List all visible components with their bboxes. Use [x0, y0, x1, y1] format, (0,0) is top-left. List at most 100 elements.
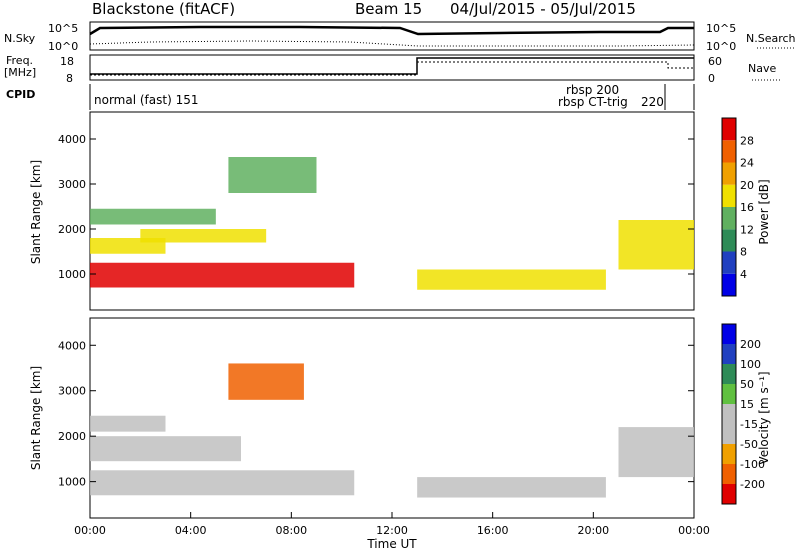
nsearch-tick-high: 10^5 — [706, 22, 736, 35]
freq-label-line1: Freq. — [6, 54, 33, 67]
colorbar-tick-label: -15 — [740, 418, 758, 431]
nave-tick-low: 0 — [708, 72, 715, 85]
colorbar-swatch — [722, 229, 736, 252]
xtick-label: 16:00 — [477, 524, 509, 537]
cpid-segment-normal: normal (fast) 151 — [94, 93, 198, 107]
velocity-bands — [90, 363, 694, 498]
nsky-tick-high: 10^5 — [48, 22, 78, 35]
power-ylabel: Slant Range [km] — [29, 160, 43, 264]
colorbar-tick-label: 100 — [740, 358, 761, 371]
freq-tick-high: 18 — [60, 55, 74, 68]
power-bands — [90, 157, 694, 290]
ytick-label: 4000 — [58, 133, 86, 146]
nave-trace — [90, 61, 694, 76]
colorbar-tick-label: 50 — [740, 378, 754, 391]
colorbar-swatch — [722, 273, 736, 296]
beam-label: Beam 15 — [355, 0, 422, 18]
velocity-band-5 — [618, 427, 694, 478]
nsky-trace — [89, 25, 694, 36]
nsearch-trace — [89, 40, 695, 47]
velocity-colorbar-label: Velocity [m s⁻¹] — [757, 371, 771, 464]
colorbar-tick-label: -100 — [740, 458, 765, 471]
ytick-label: 4000 — [58, 339, 86, 352]
colorbar-tick-label: 28 — [740, 134, 754, 147]
velocity-band-0 — [90, 470, 355, 496]
colorbar-swatch — [722, 364, 736, 384]
xtick-label: 00:00 — [74, 524, 106, 537]
power-colorbar: 28 24 20 16 12 8 4 — [721, 117, 754, 297]
cpid-label: CPID — [6, 88, 35, 101]
date-range: 04/Jul/2015 - 05/Jul/2015 — [450, 0, 636, 18]
colorbar-tick-label: 4 — [740, 268, 747, 281]
ytick-label: 3000 — [58, 178, 86, 191]
xtick-label: 12:00 — [376, 524, 408, 537]
colorbar-swatch — [722, 464, 736, 484]
cpid-segment-220: 220 — [641, 95, 664, 109]
power-band-0 — [90, 262, 355, 288]
nave-tick-high: 60 — [708, 55, 722, 68]
velocity-xticks: 00:00 04:00 08:00 12:00 16:00 20:00 00:00 — [74, 512, 710, 537]
colorbar-swatch — [722, 162, 736, 185]
colorbar-tick-label: 24 — [740, 157, 754, 170]
velocity-band-2 — [90, 415, 166, 432]
velocity-band-1 — [90, 436, 241, 462]
xtick-label: 04:00 — [175, 524, 207, 537]
nsearch-tick-low: 10^0 — [706, 40, 736, 53]
colorbar-swatch — [722, 444, 736, 464]
colorbar-tick-label: 16 — [740, 201, 754, 214]
power-band-2 — [140, 229, 267, 243]
colorbar-swatch — [722, 251, 736, 274]
power-band-5 — [417, 269, 606, 290]
velocity-colorbar: 200 100 50 15 -15 -50 -100 -200 — [721, 323, 765, 505]
ytick-label: 2000 — [58, 430, 86, 443]
colorbar-tick-label: 200 — [740, 338, 761, 351]
freq-label-line2: [MHz] — [4, 66, 36, 79]
velocity-panel: 1000 2000 3000 4000 Slant Range [km] 200 100… — [29, 317, 771, 551]
xtick-label: 20:00 — [577, 524, 609, 537]
colorbar-swatch — [722, 118, 736, 141]
colorbar-tick-label: 15 — [740, 398, 754, 411]
colorbar-frame — [721, 323, 737, 505]
nsearch-label: N.Search — [746, 32, 796, 45]
colorbar-swatch — [722, 207, 736, 230]
xtick-label: 08:00 — [275, 524, 307, 537]
ytick-label: 2000 — [58, 223, 86, 236]
ytick-label: 1000 — [58, 268, 86, 281]
cpid-segment-rbsp-ct-trig: rbsp CT-trig — [558, 95, 628, 109]
time-axis-label: Time UT — [366, 537, 417, 551]
power-panel: 1000 2000 3000 4000 Slant Range [km] 28 24 20… — [29, 111, 771, 311]
ytick-label: 1000 — [58, 476, 86, 489]
power-band-4 — [228, 157, 317, 193]
freq-trace — [90, 57, 694, 75]
power-yticks: 1000 2000 3000 4000 — [58, 133, 694, 281]
station-title: Blackstone (fitACF) — [92, 0, 235, 18]
nave-label: Nave — [748, 62, 776, 75]
colorbar-swatch — [722, 140, 736, 163]
velocity-ylabel: Slant Range [km] — [29, 366, 43, 470]
power-band-6 — [618, 220, 694, 270]
colorbar-swatch — [722, 484, 736, 504]
colorbar-swatch — [722, 184, 736, 207]
colorbar-tick-label: 12 — [740, 223, 754, 236]
colorbar-swatch — [722, 404, 736, 424]
nsky-tick-low: 10^0 — [48, 40, 78, 53]
colorbar-tick-label: 8 — [740, 246, 747, 259]
nsky-panel-frame — [89, 21, 695, 51]
cpid-segment-rbsp200: rbsp 200 — [566, 83, 619, 97]
freq-tick-low: 8 — [66, 72, 73, 85]
colorbar-swatch — [722, 424, 736, 444]
ytick-label: 3000 — [58, 385, 86, 398]
nsky-label: N.Sky — [4, 32, 36, 45]
velocity-yticks: 1000 2000 3000 4000 — [58, 339, 694, 489]
colorbar-swatch — [722, 344, 736, 364]
colorbar-swatch — [722, 324, 736, 344]
xtick-label: 00:00 — [678, 524, 710, 537]
colorbar-tick-label: -200 — [740, 478, 765, 491]
power-band-3 — [90, 208, 216, 225]
colorbar-frame — [721, 117, 737, 297]
velocity-band-3 — [228, 363, 304, 400]
colorbar-tick-label: -50 — [740, 438, 758, 451]
power-colorbar-label: Power [dB] — [757, 179, 771, 244]
